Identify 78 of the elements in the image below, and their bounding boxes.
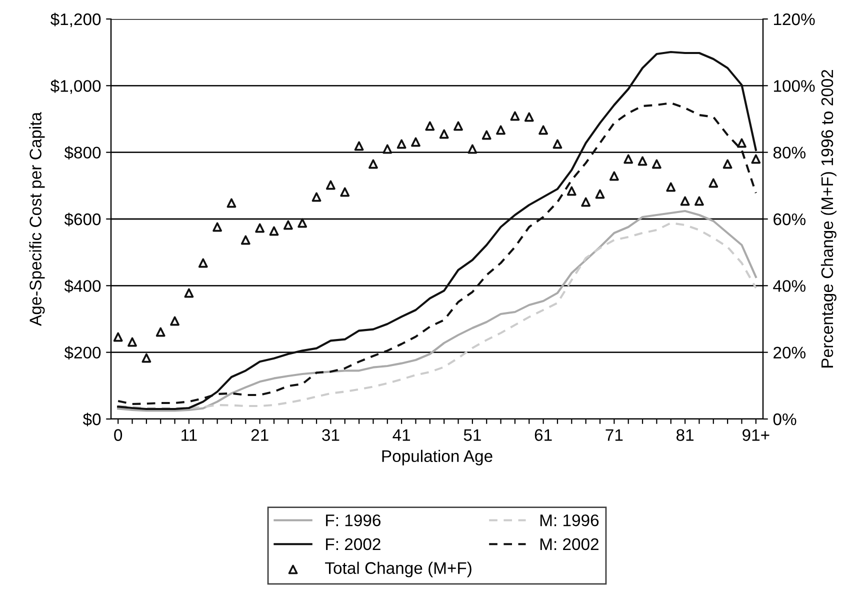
- y-tick-label: $1,200: [50, 12, 101, 28]
- point: [439, 129, 449, 139]
- legend-label: Total Change (M+F): [325, 562, 472, 578]
- y2-tick-label: 120%: [774, 13, 815, 26]
- point: [368, 159, 378, 169]
- y2-tick-label: 100%: [774, 80, 815, 92]
- point: [722, 159, 732, 169]
- y2-axis-title: Percentage Change (M+F) 1996 to 2002: [820, 70, 836, 368]
- y-tick-label: $400: [64, 279, 101, 293]
- point: [198, 258, 208, 268]
- point: [283, 220, 293, 230]
- x-tick-label: 11: [182, 429, 197, 441]
- legend-label: F: 1996: [326, 514, 380, 526]
- y2-tick-label: 20%: [774, 346, 806, 359]
- point: [269, 226, 279, 236]
- point: [312, 192, 322, 202]
- point: [638, 156, 648, 166]
- y-tick-label: $800: [64, 146, 101, 160]
- point: [411, 137, 420, 147]
- point: [226, 198, 236, 208]
- x-tick-label: 61: [534, 429, 552, 441]
- point: [184, 288, 194, 298]
- point: [396, 139, 406, 149]
- x-tick-label: 91+: [742, 429, 770, 441]
- y-tick-label: $1,000: [50, 79, 101, 94]
- x-tick-label: 0: [114, 429, 122, 441]
- point: [255, 223, 265, 233]
- point: [694, 196, 704, 206]
- point: [566, 186, 576, 196]
- y-tick-label: $600: [64, 212, 101, 226]
- point: [737, 138, 746, 148]
- point: [382, 144, 392, 154]
- point: [425, 121, 435, 131]
- point: [510, 111, 520, 121]
- y-tick-label: $200: [64, 346, 101, 360]
- point: [524, 112, 534, 122]
- point: [624, 154, 634, 164]
- point: [240, 235, 250, 245]
- point: [468, 144, 478, 154]
- point: [142, 353, 152, 363]
- legend-label: M: 1996: [540, 514, 599, 526]
- point: [340, 187, 350, 197]
- x-tick-label: 21: [251, 429, 268, 441]
- point: [113, 332, 123, 342]
- point: [666, 182, 676, 192]
- x-tick-label: 71: [606, 429, 623, 441]
- point: [128, 337, 137, 347]
- y2-tick-label: 40%: [773, 280, 806, 292]
- point: [595, 189, 605, 199]
- y-axis-title: Age-Specific Cost per Capita: [29, 112, 45, 326]
- point: [581, 197, 591, 207]
- x-tick-label: 81: [676, 429, 694, 441]
- point: [354, 141, 364, 151]
- point: [156, 327, 166, 337]
- point: [708, 178, 718, 188]
- y-tick-label: $0: [82, 412, 101, 426]
- point: [454, 121, 463, 131]
- point: [680, 196, 690, 206]
- y2-tick-label: 60%: [774, 213, 806, 226]
- point: [298, 218, 308, 228]
- point: [170, 316, 180, 326]
- point: [482, 130, 492, 140]
- x-tick-label: 41: [392, 429, 410, 441]
- point: [751, 154, 761, 164]
- point: [496, 125, 506, 135]
- x-tick-label: 51: [464, 429, 481, 441]
- point: [326, 180, 336, 190]
- legend-label: M: 2002: [540, 538, 598, 550]
- point: [538, 125, 548, 135]
- point: [552, 139, 562, 149]
- point: [609, 171, 619, 181]
- point: [652, 159, 662, 169]
- legend-label: F: 2002: [326, 538, 380, 550]
- y2-tick-label: 0%: [773, 413, 796, 426]
- x-axis-title: Population Age: [382, 450, 492, 466]
- y2-tick-label: 80%: [773, 146, 806, 159]
- point: [212, 222, 222, 232]
- x-tick-label: 31: [322, 429, 340, 441]
